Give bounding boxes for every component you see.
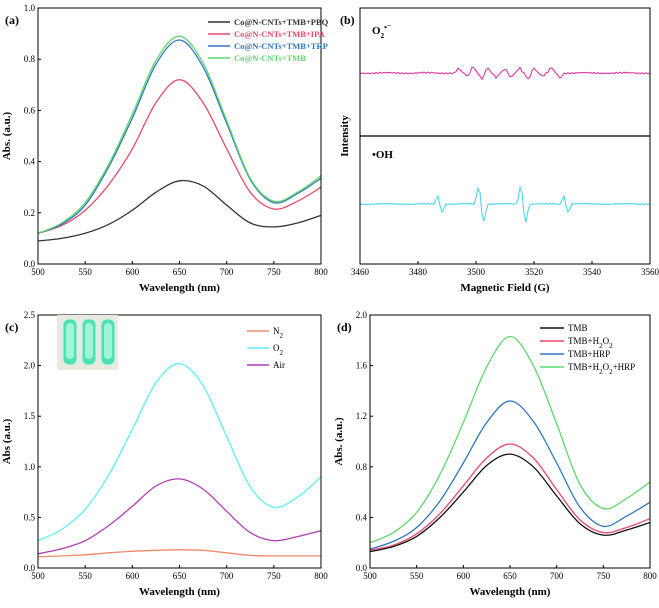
legend-label: TMB [568,323,588,333]
series-line [37,39,322,234]
series-line [37,179,322,242]
y-axis-label: Abs. (a.u.) [1,112,13,161]
series-line [37,35,322,234]
series-line [37,478,322,555]
panel-label: (c) [5,320,18,334]
legend-label: Co@N-CNTs+TMB [234,53,306,63]
x-tick-label: 750 [267,571,281,581]
legend-label: O2 [273,343,284,357]
panel-b: O2•⁻ •OH 3460 3480 3500 3520 3540 3560 Magnetic … [339,7,659,294]
y-tick-label: 1.2 [356,411,367,421]
y-tick-label: 1.5 [24,411,36,421]
x-tick-label: 3540 [583,267,602,277]
y-axis-label: Intensity [339,115,351,157]
x-tick-label: 550 [410,571,424,581]
x-tick-label: 3480 [409,267,428,277]
y-tick-label: 2.0 [24,361,36,371]
legend-label: TMB+H2O2+HRP [568,362,635,376]
x-tick-label: 600 [126,571,140,581]
x-axis-label: Wavelength (nm) [139,282,220,294]
y-tick-label: 1.0 [24,462,36,472]
vial-highlight [104,323,112,359]
x-tick-label: 500 [363,571,377,581]
radical-label: •OH [372,149,393,161]
y-tick-label: 0.0 [24,259,36,269]
y-tick-label: 0.2 [24,208,35,218]
x-axis-label: Wavelength (nm) [139,586,220,598]
series-line [369,335,651,544]
x-tick-label: 3460 [351,267,370,277]
x-tick-label: 750 [597,571,611,581]
series-line [37,362,322,542]
x-axis-label: Magnetic Field (G) [460,282,550,294]
legend-label: Co@N-CNTs+TMB+IPA [234,29,326,39]
x-tick-label: 700 [550,571,564,581]
legend-label: Co@N-CNTs+TMB+PBQ [234,17,329,27]
x-tick-label: 650 [173,571,187,581]
y-tick-label: 0.4 [24,157,36,167]
series-line [369,443,651,551]
epr-trace [359,185,651,223]
y-tick-label: 0.8 [356,462,368,472]
y-tick-label: 2.0 [356,310,368,320]
legend-label: Co@N-CNTs+TMB+TRP [234,41,328,51]
y-tick-label: 1.6 [356,361,368,371]
radical-label: O2•⁻ [372,23,391,41]
x-tick-label: 3500 [467,267,486,277]
epr-trace [359,66,651,81]
panel-d: 500 550 600 650 700 750 800 0.0 0.4 0.8 1.2 1.6 2.0 W… [333,310,657,598]
series-line [37,79,322,234]
y-tick-label: 0.5 [24,512,36,522]
x-tick-label: 600 [126,267,140,277]
y-tick-label: 0.0 [356,563,368,573]
y-axis-label: Abs (a.u.) [1,418,13,464]
series-line [369,400,651,550]
x-tick-label: 3520 [525,267,544,277]
panel-c: 500 550 600 650 700 750 800 0.0 0.5 1.0 1.5 2.0 2.5 W… [1,310,328,598]
legend-label: Air [273,360,285,370]
series-line [37,549,321,558]
x-tick-label: 500 [31,571,45,581]
legend: N2 O2 Air [247,326,285,370]
x-tick-label: 700 [220,571,234,581]
y-tick-label: 2.5 [24,310,36,320]
x-tick-label: 550 [78,267,92,277]
vial-highlight [66,323,74,359]
x-axis-label: Wavelength (nm) [470,586,551,598]
panel-label: (b) [340,13,355,27]
vial-highlight [85,323,93,359]
legend-label: TMB+HRP [568,349,610,359]
y-tick-label: 0.0 [24,563,36,573]
x-tick-label: 650 [503,571,517,581]
legend: Co@N-CNTs+TMB+PBQ Co@N-CNTs+TMB+IPA Co@N-C… [208,17,329,63]
y-axis-label: Abs. (a.u.) [333,417,345,466]
plot-frame [359,7,651,265]
x-tick-label: 500 [31,267,45,277]
y-tick-label: 1.0 [24,3,36,13]
x-tick-label: 750 [267,267,281,277]
x-tick-label: 800 [643,571,657,581]
x-tick-label: 700 [220,267,234,277]
y-tick-label: 0.4 [356,512,368,522]
x-tick-label: 800 [314,571,328,581]
x-tick-label: 600 [457,571,471,581]
legend-label: N2 [273,326,284,340]
panel-label: (d) [337,320,352,334]
y-tick-label: 0.8 [24,54,36,64]
legend-label: TMB+H2O2 [568,336,613,350]
x-tick-label: 800 [314,267,328,277]
x-tick-label: 650 [173,267,187,277]
y-tick-label: 0.6 [24,105,36,115]
x-tick-label: 550 [78,571,92,581]
series-line [369,453,651,553]
x-tick-label: 3560 [641,267,659,277]
panel-label: (a) [5,13,19,27]
panel-a: 500 550 600 650 700 750 800 0.0 0.2 0.4 0.6 0.8 1.0 W… [1,3,329,294]
